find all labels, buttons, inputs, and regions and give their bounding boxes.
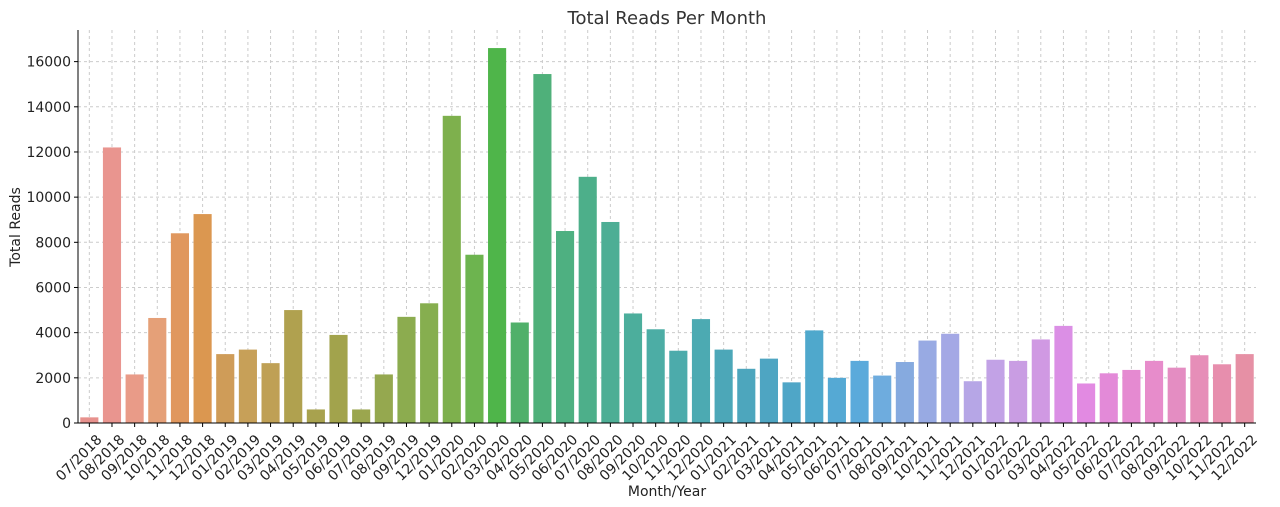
bar-08-2020: [601, 221, 620, 423]
y-tick-label: 2000: [35, 371, 71, 387]
bar-10-2022: [1190, 355, 1209, 423]
bar-07-2020: [578, 176, 597, 423]
bar-09-2019: [397, 316, 416, 423]
bar-02-2022: [1009, 360, 1028, 423]
bar-11-2020: [669, 350, 688, 423]
bar-05-2021: [805, 330, 824, 423]
axes: [77, 30, 1256, 424]
bar-08-2019: [374, 374, 393, 423]
bar-05-2020: [533, 74, 552, 424]
bar-12-2021: [963, 381, 982, 423]
bar-03-2019: [261, 363, 280, 423]
y-tick-label: 8000: [35, 235, 71, 251]
bar-05-2019: [306, 409, 325, 423]
bar-01-2019: [216, 354, 235, 423]
bar-07-2018: [80, 417, 99, 423]
bar-09-2020: [623, 313, 643, 423]
bar-04-2019: [284, 310, 303, 423]
bar-02-2021: [737, 368, 756, 423]
x-axis-ticks: 07/201808/201809/201810/201811/201812/20…: [53, 423, 1261, 484]
bar-02-2019: [238, 349, 257, 423]
bar-12-2022: [1235, 354, 1254, 423]
bar-08-2021: [873, 375, 892, 423]
y-axis-ticks: 0 2000 4000 6000 8000 10000 12000 14000 16000: [26, 55, 78, 432]
bar-06-2021: [827, 377, 846, 423]
y-tick-label: 4000: [35, 326, 71, 342]
bar-11-2021: [941, 333, 960, 423]
bar-03-2022: [1031, 339, 1050, 423]
bar-12-2020: [691, 319, 711, 423]
bar-11-2022: [1212, 364, 1232, 423]
bar-03-2021: [759, 358, 779, 423]
bar-11-2018: [170, 233, 190, 423]
y-tick-label: 0: [62, 416, 71, 432]
bar-08-2022: [1144, 360, 1164, 423]
bar-09-2022: [1167, 367, 1186, 423]
x-axis-label: Month/Year: [628, 484, 706, 500]
bar-07-2019: [352, 409, 371, 423]
bar-09-2021: [895, 362, 914, 423]
bar-06-2022: [1099, 373, 1118, 423]
bar-08-2018: [102, 147, 122, 423]
y-tick-label: 6000: [35, 280, 71, 296]
bar-01-2021: [714, 349, 733, 423]
bar-10-2018: [148, 317, 167, 423]
bar-10-2021: [918, 340, 937, 423]
bar-04-2021: [782, 382, 801, 423]
bar-12-2019: [420, 303, 439, 423]
chart-title: Total Reads Per Month: [567, 8, 767, 29]
y-tick-label: 14000: [26, 100, 71, 116]
bar-02-2020: [465, 254, 484, 423]
y-tick-label: 12000: [26, 145, 71, 161]
bar-04-2022: [1054, 325, 1073, 423]
bar-10-2020: [646, 329, 665, 423]
bar-06-2019: [329, 334, 348, 423]
y-tick-label: 16000: [26, 55, 71, 71]
bar-05-2022: [1077, 383, 1096, 423]
bar-07-2021: [850, 360, 869, 423]
bar-09-2018: [125, 374, 144, 423]
bar-03-2020: [488, 48, 507, 423]
bar-04-2020: [510, 322, 529, 423]
y-tick-label: 10000: [26, 190, 71, 206]
bar-01-2022: [986, 359, 1005, 423]
bar-12-2018: [193, 214, 212, 423]
bar-06-2020: [555, 231, 575, 423]
bars: [80, 48, 1254, 424]
bar-07-2022: [1122, 369, 1141, 423]
y-axis-label: Total Reads: [8, 187, 24, 268]
bar-01-2020: [442, 115, 461, 424]
